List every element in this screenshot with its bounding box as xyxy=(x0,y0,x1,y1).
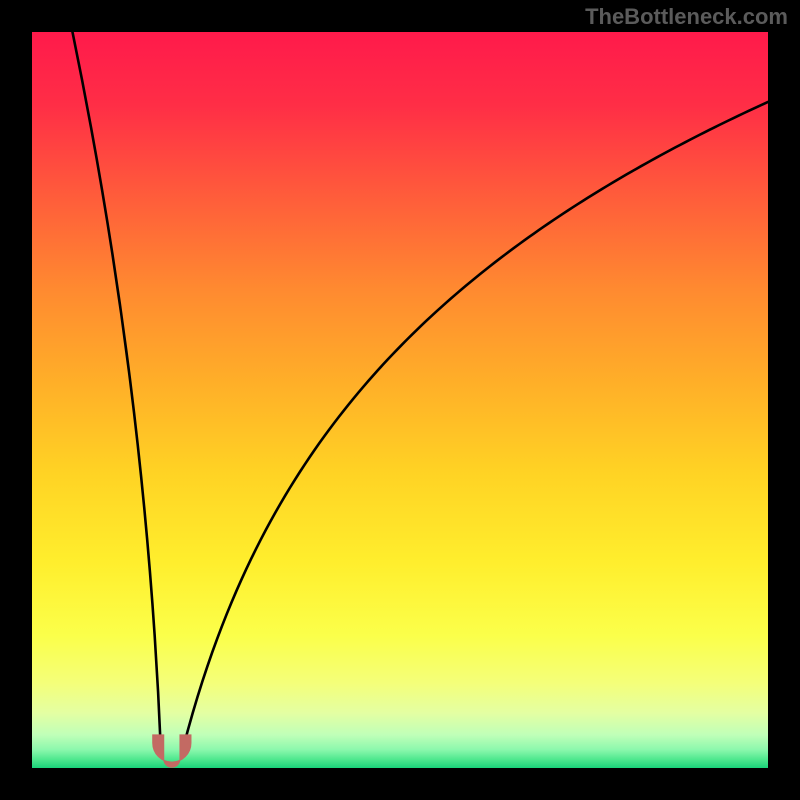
gradient-background xyxy=(32,32,768,768)
bottleneck-curve-chart xyxy=(0,0,800,800)
watermark-text: TheBottleneck.com xyxy=(585,4,788,30)
chart-stage: TheBottleneck.com xyxy=(0,0,800,800)
